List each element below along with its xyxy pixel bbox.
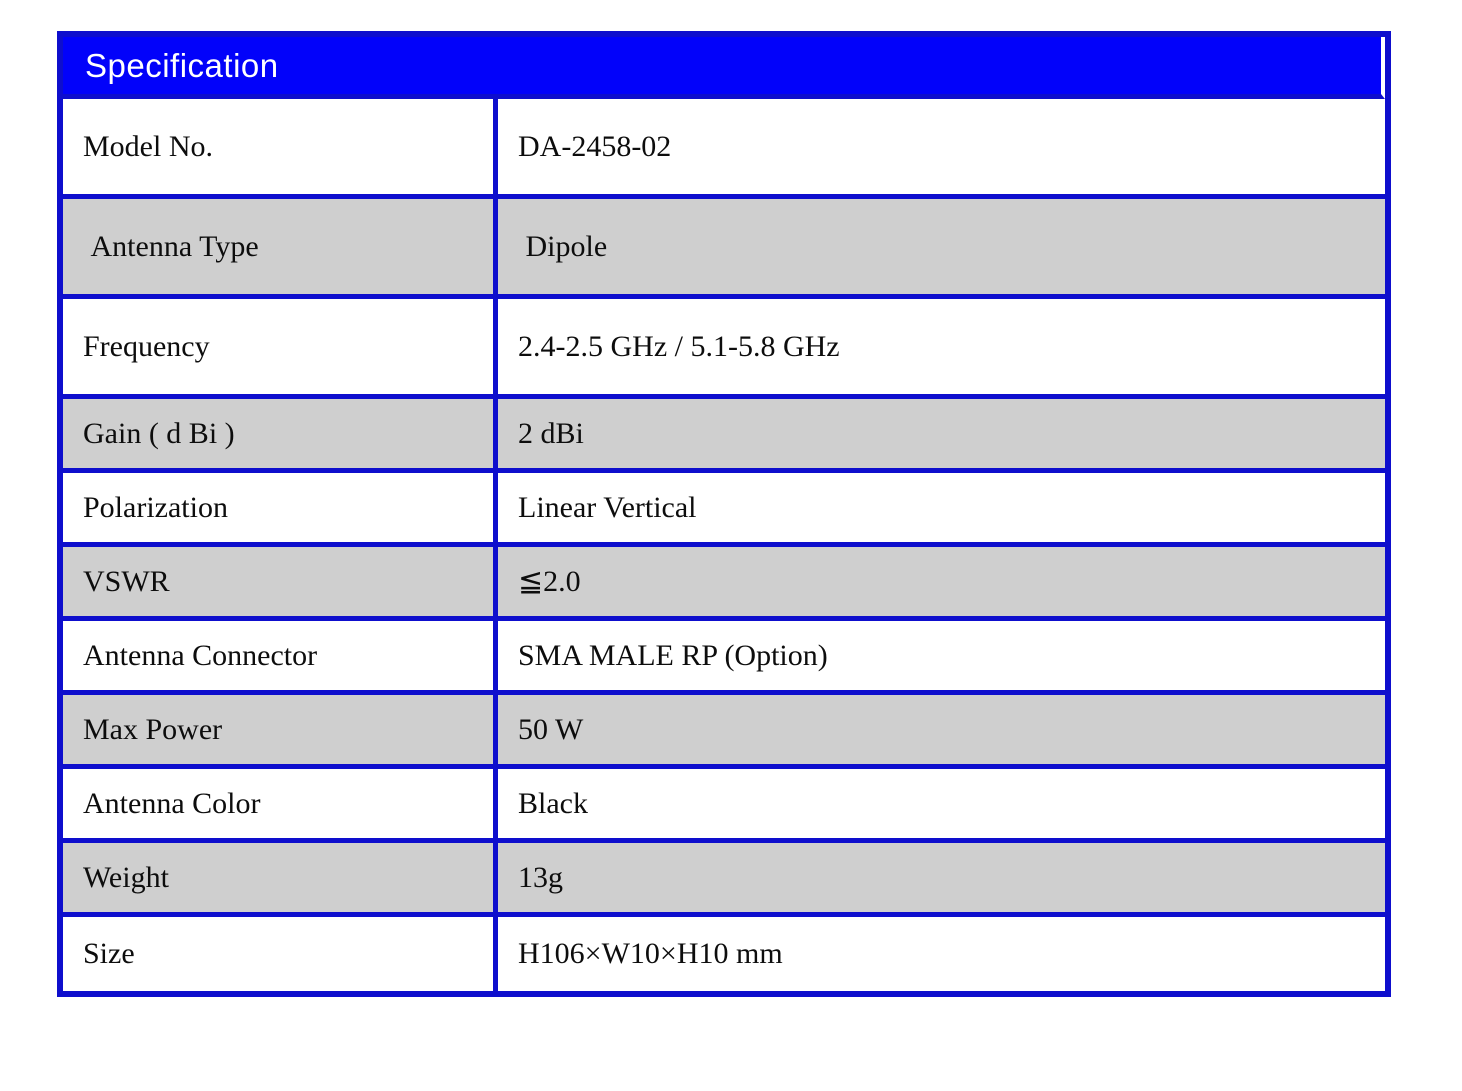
spec-label-cell: Max Power (63, 695, 498, 764)
spec-value-cell: DA-2458-02 (518, 129, 672, 163)
table-row: Model No. DA-2458-02 (63, 99, 1385, 199)
spec-label-cell: Weight (63, 843, 498, 912)
spec-label-cell: Antenna Color (63, 769, 498, 838)
table-row: Weight 13g (63, 843, 1385, 917)
table-row: VSWR ≦2.0 (63, 547, 1385, 621)
spec-value-cell: 13g (518, 860, 563, 894)
table-row: Max Power 50 W (63, 695, 1385, 769)
spec-label-cell: Polarization (63, 473, 498, 542)
spec-label-cell: Size (63, 917, 498, 991)
spec-value-cell: Black (518, 786, 588, 820)
spec-value-cell: Linear Vertical (518, 490, 697, 524)
spec-value-cell: 2 dBi (518, 416, 584, 450)
spec-label-cell: Gain ( d Bi ) (63, 399, 498, 468)
table-row: Gain ( d Bi ) 2 dBi (63, 399, 1385, 473)
spec-label-cell: VSWR (63, 547, 498, 616)
table-row: Polarization Linear Vertical (63, 473, 1385, 547)
table-row: Antenna Connector SMA MALE RP (Option) (63, 621, 1385, 695)
spec-value-cell: 2.4-2.5 GHz / 5.1-5.8 GHz (518, 329, 840, 363)
spec-value-cell: SMA MALE RP (Option) (518, 638, 828, 672)
table-row: Frequency 2.4-2.5 GHz / 5.1-5.8 GHz (63, 299, 1385, 399)
table-header: Specification (63, 37, 1385, 99)
spec-value-cell: ≦2.0 (518, 565, 581, 598)
spec-value-cell: Dipole (518, 229, 608, 263)
spec-value-cell: 50 W (518, 712, 584, 746)
table-body: Model No. DA-2458-02 Antenna Type Dipole… (63, 99, 1385, 991)
table-row: Size H106×W10×H10 mm (63, 917, 1385, 991)
table-row: Antenna Color Black (63, 769, 1385, 843)
spec-label-cell: Antenna Connector (63, 621, 498, 690)
spec-value-cell: H106×W10×H10 mm (518, 937, 783, 970)
table-row: Antenna Type Dipole (63, 199, 1385, 299)
spec-label-cell: Frequency (63, 299, 498, 394)
spec-label-cell: Model No. (63, 99, 498, 194)
table-title: Specification (85, 46, 279, 84)
spec-label-cell: Antenna Type (63, 199, 498, 294)
specification-table: Specification Model No. DA-2458-02 Anten… (57, 31, 1391, 997)
